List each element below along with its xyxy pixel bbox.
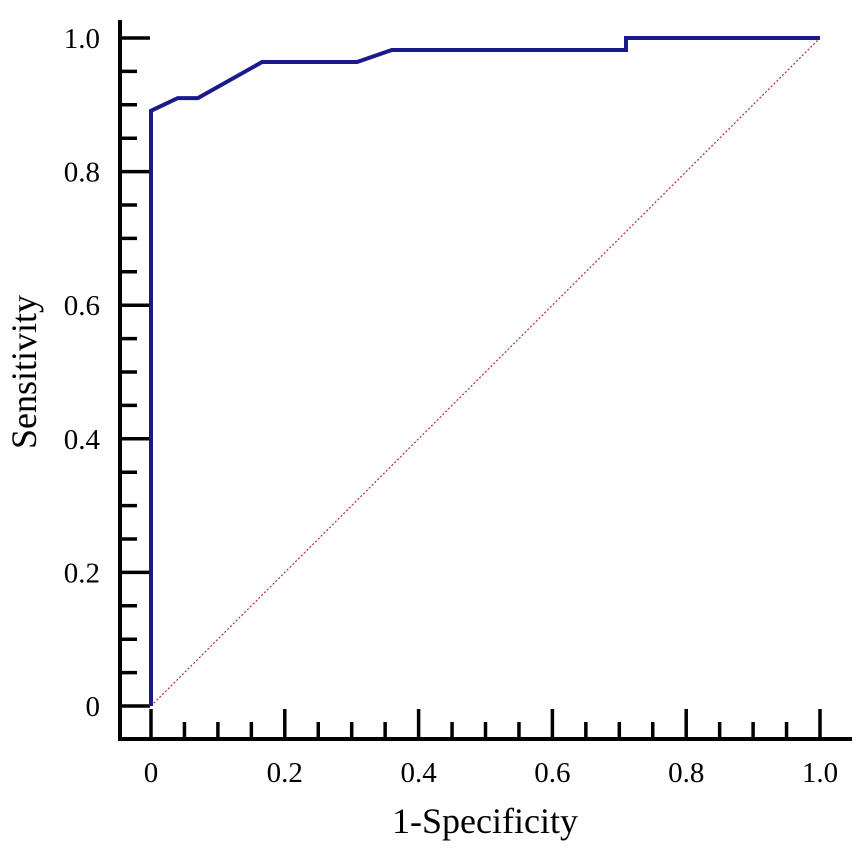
y-tick-label: 1.0 (64, 23, 100, 55)
x-axis-title: 1-Specificity (392, 801, 578, 841)
x-tick-label: 0.4 (400, 757, 437, 789)
x-tick-label: 1.0 (802, 757, 838, 789)
axes (118, 20, 852, 741)
x-tick-label: 0.6 (534, 757, 570, 789)
x-tick-label: 0 (144, 757, 159, 789)
y-axis-title: Sensitivity (4, 295, 44, 449)
x-tick-label: 0.8 (668, 757, 704, 789)
roc-curve-line (149, 36, 820, 706)
y-tick-label: 0.8 (64, 157, 100, 189)
reference-diagonal-line (150, 37, 821, 707)
y-tick-label: 0.2 (64, 557, 100, 589)
y-tick-label: 0.4 (64, 424, 101, 456)
y-tick-label: 0 (86, 691, 101, 723)
series (149, 36, 821, 707)
tick-labels: 0 0.2 0.4 0.6 0.8 1.0 0 0.2 0.4 0.6 0.8 1.0 (64, 23, 838, 789)
y-tick-label: 0.6 (64, 290, 100, 322)
ticks (120, 36, 822, 739)
x-tick-label: 0.2 (267, 757, 303, 789)
